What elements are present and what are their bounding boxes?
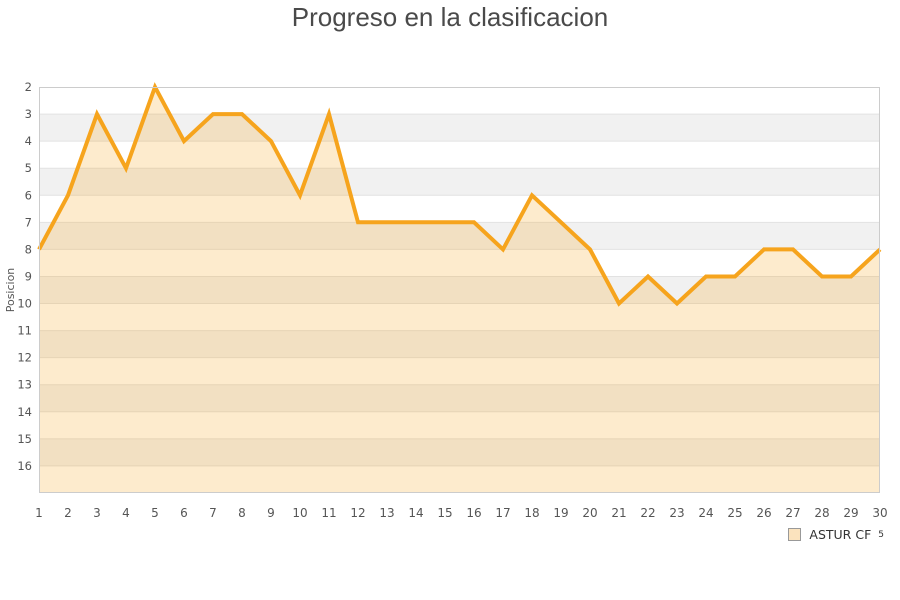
band — [39, 357, 880, 385]
x-tick-label: 10 — [292, 506, 307, 520]
legend-label: ASTUR CF — [809, 527, 872, 542]
band — [39, 411, 880, 439]
y-tick-label: 12 — [17, 351, 32, 365]
x-tick-label: 2 — [64, 506, 72, 520]
y-tick-label: 6 — [25, 188, 32, 202]
legend-marker-icon — [788, 528, 802, 541]
x-tick-label: 14 — [408, 506, 423, 520]
y-tick-label: 8 — [25, 242, 32, 256]
band — [39, 465, 880, 493]
x-tick-label: 13 — [379, 506, 394, 520]
y-tick-label: 3 — [25, 107, 32, 121]
x-tick-label: 3 — [93, 506, 101, 520]
plot-bands — [39, 87, 880, 493]
y-tick-label: 13 — [17, 378, 32, 392]
y-tick-label: 10 — [17, 297, 32, 311]
x-tick-label: 24 — [698, 506, 713, 520]
x-tick-label: 25 — [727, 506, 742, 520]
band — [39, 438, 880, 466]
band — [39, 303, 880, 331]
band — [39, 222, 880, 250]
y-axis-labels: 2 3 4 5 6 7 8 9 10 11 12 13 14 15 16 — [17, 80, 32, 473]
x-tick-label: 7 — [209, 506, 217, 520]
y-axis-title: Posicion — [4, 268, 17, 313]
plot-border — [39, 87, 880, 493]
x-tick-label: 1 — [35, 506, 43, 520]
band — [39, 276, 880, 304]
x-tick-label: 4 — [122, 506, 130, 520]
x-tick-label: 5 — [151, 506, 159, 520]
y-tick-label: 14 — [17, 405, 32, 419]
x-tick-label: 28 — [814, 506, 829, 520]
x-tick-label: 16 — [466, 506, 481, 520]
band — [39, 114, 880, 142]
gridlines — [39, 113, 880, 467]
legend-superscript: 5 — [878, 529, 884, 540]
y-tick-label: 9 — [25, 269, 32, 283]
legend-item-astur-cf[interactable]: ASTUR CF 5 — [788, 527, 884, 542]
x-tick-label: 8 — [238, 506, 246, 520]
x-tick-label: 26 — [756, 506, 771, 520]
x-tick-label: 17 — [495, 506, 510, 520]
x-tick-label: 20 — [582, 506, 597, 520]
band — [39, 168, 880, 196]
x-tick-label: 12 — [350, 506, 365, 520]
band — [39, 384, 880, 412]
x-tick-label: 22 — [640, 506, 655, 520]
x-tick-label: 6 — [180, 506, 188, 520]
series-astur-cf — [37, 82, 882, 493]
x-tick-label: 19 — [553, 506, 568, 520]
y-tick-label: 2 — [25, 80, 32, 94]
x-tick-label: 21 — [611, 506, 626, 520]
band — [39, 330, 880, 358]
x-tick-label: 18 — [524, 506, 539, 520]
x-axis-labels: 1 2 3 4 5 6 7 8 9 10 11 12 13 14 15 16 17 18 19 20 21 22 23 24 2… — [35, 506, 887, 520]
x-tick-label: 23 — [669, 506, 684, 520]
band — [39, 195, 880, 223]
x-tick-label: 15 — [437, 506, 452, 520]
chart-title: Progreso en la clasificacion — [291, 2, 609, 32]
series-line — [37, 82, 882, 307]
y-tick-label: 5 — [25, 161, 32, 175]
band — [39, 141, 880, 169]
x-tick-label: 27 — [785, 506, 800, 520]
series-area — [39, 87, 880, 493]
x-tick-label: 29 — [843, 506, 858, 520]
y-tick-label: 4 — [25, 134, 32, 148]
x-tick-label: 11 — [321, 506, 336, 520]
y-tick-label: 7 — [25, 215, 32, 229]
x-tick-label: 30 — [872, 506, 887, 520]
x-tick-label: 9 — [267, 506, 275, 520]
y-tick-label: 16 — [17, 459, 32, 473]
y-tick-label: 11 — [17, 324, 32, 338]
y-tick-label: 15 — [17, 432, 32, 446]
band — [39, 87, 880, 115]
